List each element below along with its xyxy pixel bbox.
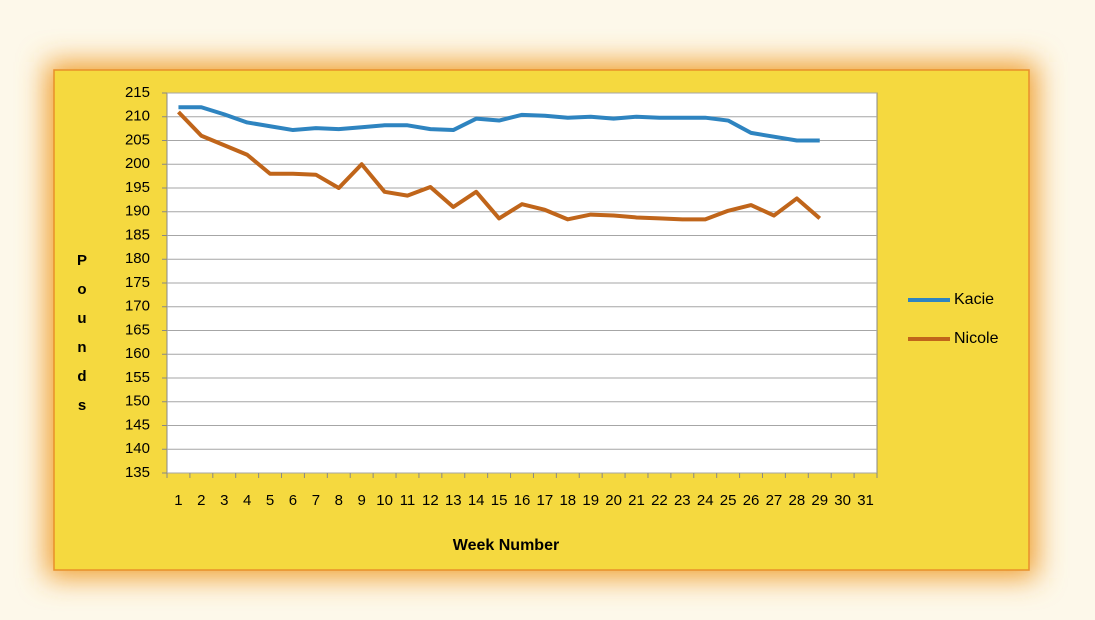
y-tick-label: 170 <box>125 298 150 315</box>
x-axis-label: Week Number <box>453 537 559 554</box>
x-tick-label: 29 <box>811 492 828 509</box>
x-tick-label: 1 <box>174 492 182 509</box>
x-tick-label: 17 <box>537 492 554 509</box>
x-tick-label: 25 <box>720 492 737 509</box>
y-tick-label: 185 <box>125 226 150 243</box>
x-tick-label: 2 <box>197 492 205 509</box>
y-tick-label: 210 <box>125 108 150 125</box>
x-tick-label: 19 <box>582 492 599 509</box>
y-tick-label: 215 <box>125 84 150 101</box>
y-tick-label: 155 <box>125 369 150 386</box>
y-tick-label: 160 <box>125 345 150 362</box>
legend-label: Kacie <box>954 291 994 308</box>
x-tick-label: 12 <box>422 492 439 509</box>
y-tick-label: 205 <box>125 131 150 148</box>
y-tick-label: 165 <box>125 321 150 338</box>
x-tick-label: 4 <box>243 492 251 509</box>
y-tick-label: 195 <box>125 179 150 196</box>
x-tick-label: 7 <box>312 492 320 509</box>
x-tick-label: 8 <box>335 492 343 509</box>
x-tick-label: 20 <box>605 492 622 509</box>
x-tick-label: 28 <box>788 492 805 509</box>
x-tick-label: 9 <box>358 492 366 509</box>
x-tick-label: 27 <box>766 492 783 509</box>
series-line <box>177 110 822 222</box>
y-tick-label: 135 <box>125 464 150 481</box>
y-tick-label: 145 <box>125 416 150 433</box>
x-tick-label: 11 <box>400 492 416 509</box>
y-axis-label: Pounds <box>74 252 91 426</box>
y-tick-label: 175 <box>125 274 150 291</box>
x-tick-label: 13 <box>445 492 462 509</box>
series-line <box>178 105 820 143</box>
y-tick-label: 140 <box>125 440 150 457</box>
x-tick-label: 30 <box>834 492 851 509</box>
x-tick-label: 16 <box>514 492 531 509</box>
x-tick-label: 15 <box>491 492 508 509</box>
x-tick-label: 5 <box>266 492 274 509</box>
x-tick-label: 21 <box>628 492 645 509</box>
x-tick-label: 10 <box>376 492 393 509</box>
x-tick-label: 14 <box>468 492 485 509</box>
y-tick-label: 200 <box>125 155 150 172</box>
x-tick-label: 3 <box>220 492 228 509</box>
x-tick-label: 18 <box>559 492 576 509</box>
x-tick-label: 31 <box>857 492 874 509</box>
x-tick-label: 6 <box>289 492 297 509</box>
x-tick-label: 26 <box>743 492 760 509</box>
legend-label: Nicole <box>954 330 999 347</box>
y-tick-label: 180 <box>125 250 150 267</box>
x-tick-label: 22 <box>651 492 668 509</box>
y-tick-label: 150 <box>125 393 150 410</box>
y-tick-label: 190 <box>125 203 150 220</box>
x-tick-label: 24 <box>697 492 714 509</box>
x-tick-label: 23 <box>674 492 691 509</box>
